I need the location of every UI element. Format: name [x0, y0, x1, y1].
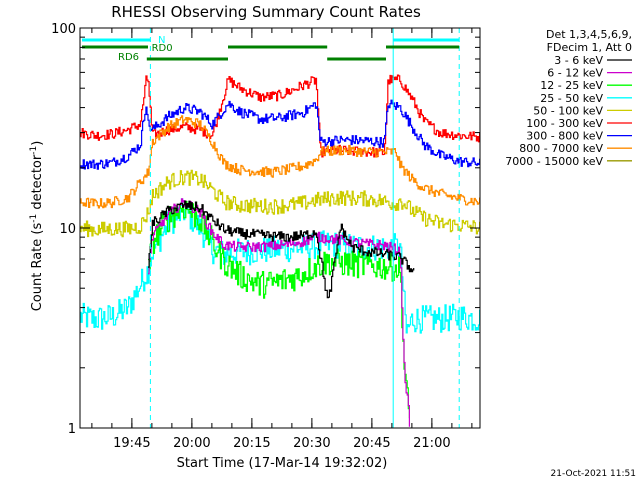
legend-header-1: FDecim 1, Att 0 — [547, 41, 632, 54]
y-tick-label-1: 10 — [59, 222, 76, 237]
x-tick-label-1: 20:00 — [173, 436, 210, 451]
plot-frame — [79, 27, 481, 429]
series-line-4 — [80, 169, 480, 238]
x-tick-label-4: 20:45 — [353, 436, 390, 451]
legend-entry-8: 7000 - 15000 keV — [505, 155, 603, 168]
x-tick-label-3: 20:30 — [293, 436, 330, 451]
x-tick-label-5: 21:00 — [413, 436, 450, 451]
y-axis-label-tail: detector — [30, 154, 45, 214]
series-line-6 — [80, 99, 480, 170]
y-axis-label-sup: -1 — [29, 214, 39, 223]
n-bar-label: N — [158, 35, 165, 46]
y-axis-label-close: ) — [30, 141, 45, 146]
series-line-3 — [80, 198, 480, 334]
rd6-bar-label: RD6 — [118, 52, 139, 63]
generation-timestamp: 21-Oct-2021 11:51 — [551, 469, 636, 479]
legend-entry-7: 800 - 7000 keV — [519, 142, 603, 155]
legend-entry-2: 12 - 25 keV — [540, 79, 603, 92]
x-axis-label: Start Time (17-Mar-14 19:32:02) — [177, 456, 388, 471]
y-axis-label-sup-2: -1 — [29, 146, 39, 155]
y-axis-label-main: Count Rate (s — [30, 223, 45, 312]
y-axis-label: Count Rate (s-1 detector-1) — [29, 141, 45, 312]
y-tick-label-0: 1 — [68, 422, 76, 437]
legend-entry-0: 3 - 6 keV — [554, 54, 603, 67]
x-tick-label-0: 19:45 — [113, 436, 150, 451]
legend-entry-4: 50 - 100 keV — [533, 104, 603, 117]
legend-entry-6: 300 - 800 keV — [526, 130, 603, 143]
x-tick-label-2: 20:15 — [233, 436, 270, 451]
legend-entry-3: 25 - 50 keV — [540, 92, 603, 105]
series-line-7 — [80, 115, 480, 209]
legend-entry-5: 100 - 300 keV — [526, 117, 603, 130]
series-line-5 — [80, 74, 480, 158]
series-line-0 — [148, 200, 415, 299]
y-tick-label-2: 100 — [51, 22, 76, 37]
legend-header-0: Det 1,3,4,5,6,9, — [546, 28, 632, 41]
legend-entry-1: 6 - 12 keV — [547, 67, 603, 80]
rd0-bar-label: RD0 — [152, 43, 173, 54]
chart-title: RHESSI Observing Summary Count Rates — [111, 3, 421, 21]
legend: Det 1,3,4,5,6,9,FDecim 1, Att 03 - 6 keV… — [505, 28, 632, 168]
